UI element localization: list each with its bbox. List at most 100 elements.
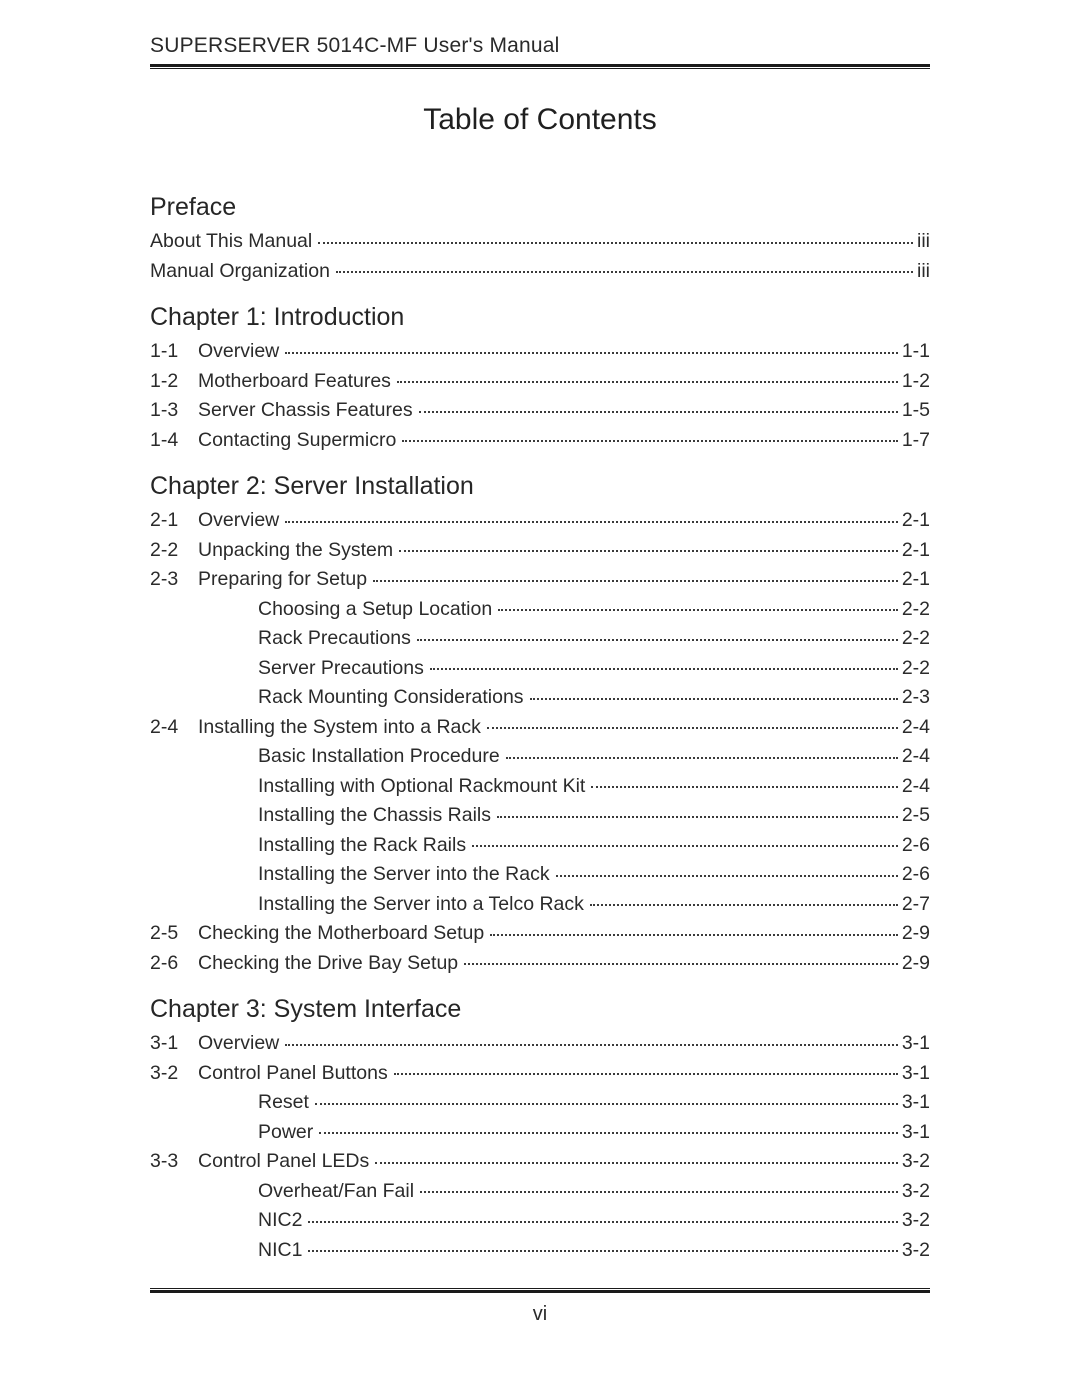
section-heading: Chapter 1: Introduction <box>150 303 930 332</box>
toc-entry-page: 1-5 <box>902 401 930 421</box>
toc-leader-dots <box>285 351 898 354</box>
toc-entry-label: Rack Mounting Considerations <box>258 688 524 708</box>
toc-entry-label: Overheat/Fan Fail <box>258 1182 414 1202</box>
toc-row: 2-5Checking the Motherboard Setup 2-9 <box>150 924 930 944</box>
toc-row: 1-1Overview1-1 <box>150 342 930 362</box>
toc-entry-page: 2-5 <box>902 806 930 826</box>
toc-leader-dots <box>399 549 898 552</box>
toc-entry-number: 3-1 <box>150 1034 198 1054</box>
toc-entry-label: Installing the Rack Rails <box>258 836 466 856</box>
toc-entry-number: 2-3 <box>150 570 198 590</box>
toc-entry-page: 2-4 <box>902 777 930 797</box>
toc-leader-dots <box>497 815 898 818</box>
toc-entry-label: Server Precautions <box>258 659 424 679</box>
header-rule-thin <box>150 68 930 69</box>
toc-row: 2-4Installing the System into a Rack2-4 <box>150 718 930 738</box>
toc-row: 1-4Contacting Supermicro 1-7 <box>150 431 930 451</box>
toc-row: 1-2Motherboard Features1-2 <box>150 372 930 392</box>
toc-entry-page: 1-7 <box>902 431 930 451</box>
toc-entry-page: 2-3 <box>902 688 930 708</box>
toc-entry-label: Unpacking the System <box>198 541 393 561</box>
section-heading: Preface <box>150 193 930 222</box>
page-container: SUPERSERVER 5014C-MF User's Manual Table… <box>0 0 1080 1397</box>
header-rule-thick <box>150 64 930 67</box>
toc-row: 3-1Overview3-1 <box>150 1034 930 1054</box>
toc-leader-dots <box>420 1190 898 1193</box>
footer-rule-thin <box>150 1288 930 1289</box>
toc-entry-page: 3-1 <box>902 1064 930 1084</box>
toc-row: Rack Mounting Considerations 2-3 <box>150 688 930 708</box>
toc-leader-dots <box>394 1072 898 1075</box>
toc-entry-label: Overview <box>198 511 279 531</box>
toc-rows-ch3: 3-1Overview3-13-2Control Panel Buttons3-… <box>150 1034 930 1260</box>
toc-row: Choosing a Setup Location2-2 <box>150 600 930 620</box>
toc-entry-page: 2-6 <box>902 865 930 885</box>
toc-entry-label: Power <box>258 1123 313 1143</box>
toc-entry-number: 2-2 <box>150 541 198 561</box>
toc-entry-label: About This Manual <box>150 232 312 252</box>
toc-entry-number: 2-5 <box>150 924 198 944</box>
toc-leader-dots <box>397 380 898 383</box>
toc-leader-dots <box>591 785 897 788</box>
toc-row: Installing the Rack Rails2-6 <box>150 836 930 856</box>
toc-entry-page: iii <box>917 232 930 252</box>
toc-entry-page: 3-1 <box>902 1034 930 1054</box>
toc-leader-dots <box>373 579 898 582</box>
toc-entry-number: 1-1 <box>150 342 198 362</box>
toc-row: Installing with Optional Rackmount Kit2-… <box>150 777 930 797</box>
toc-entry-number: 1-3 <box>150 401 198 421</box>
toc-entry-label: Contacting Supermicro <box>198 431 396 451</box>
toc-entry-label: Installing the Server into a Telco Rack <box>258 895 584 915</box>
toc-leader-dots <box>319 1131 898 1134</box>
toc-leader-dots <box>318 241 913 244</box>
toc-leader-dots <box>315 1102 898 1105</box>
toc-row: Rack Precautions2-2 <box>150 629 930 649</box>
running-header: SUPERSERVER 5014C-MF User's Manual <box>150 34 930 58</box>
toc-section-ch2: Chapter 2: Server Installation 2-1Overvi… <box>150 472 930 973</box>
page-number: vi <box>150 1303 930 1326</box>
toc-entry-page: 2-9 <box>902 954 930 974</box>
toc-leader-dots <box>498 608 898 611</box>
toc-leader-dots <box>375 1161 898 1164</box>
toc-entry-number: 1-4 <box>150 431 198 451</box>
toc-leader-dots <box>590 903 898 906</box>
toc-leader-dots <box>285 1043 898 1046</box>
toc-row: NIC13-2 <box>150 1241 930 1261</box>
toc-entry-number: 3-3 <box>150 1152 198 1172</box>
toc-entry-label: Server Chassis Features <box>198 401 413 421</box>
toc-row: Overheat/Fan Fail3-2 <box>150 1182 930 1202</box>
toc-entry-label: Manual Organization <box>150 262 330 282</box>
toc-entry-label: Installing the Chassis Rails <box>258 806 491 826</box>
toc-entry-page: 2-2 <box>902 659 930 679</box>
toc-entry-page: 1-1 <box>902 342 930 362</box>
toc-leader-dots <box>506 756 898 759</box>
toc-leader-dots <box>402 439 897 442</box>
section-heading: Chapter 3: System Interface <box>150 995 930 1024</box>
toc-entry-label: Checking the Drive Bay Setup <box>198 954 458 974</box>
toc-entry-label: Installing the System into a Rack <box>198 718 481 738</box>
toc-entry-label: Reset <box>258 1093 309 1113</box>
toc-entry-page: 1-2 <box>902 372 930 392</box>
toc-entry-page: 2-9 <box>902 924 930 944</box>
section-heading: Chapter 2: Server Installation <box>150 472 930 501</box>
toc-leader-dots <box>308 1220 897 1223</box>
toc-leader-dots <box>419 410 898 413</box>
toc-row: Manual Organization iii <box>150 262 930 282</box>
toc-leader-dots <box>308 1249 897 1252</box>
toc-row: Installing the Chassis Rails 2-5 <box>150 806 930 826</box>
toc-entry-page: 3-1 <box>902 1123 930 1143</box>
toc-entry-page: 2-4 <box>902 747 930 767</box>
toc-entry-label: Checking the Motherboard Setup <box>198 924 484 944</box>
toc-entry-number: 2-4 <box>150 718 198 738</box>
toc-leader-dots <box>285 520 898 523</box>
toc-rows-ch2: 2-1Overview2-12-2Unpacking the System2-1… <box>150 511 930 973</box>
toc-leader-dots <box>530 697 898 700</box>
toc-rows-preface: About This Manual iii Manual Organization i… <box>150 232 930 281</box>
toc-entry-label: NIC1 <box>258 1241 302 1261</box>
toc-row: 2-3Preparing for Setup2-1 <box>150 570 930 590</box>
toc-entry-page: iii <box>917 262 930 282</box>
toc-leader-dots <box>336 270 913 273</box>
toc-leader-dots <box>464 962 898 965</box>
toc-entry-label: Overview <box>198 342 279 362</box>
footer-rule-thick <box>150 1290 930 1293</box>
